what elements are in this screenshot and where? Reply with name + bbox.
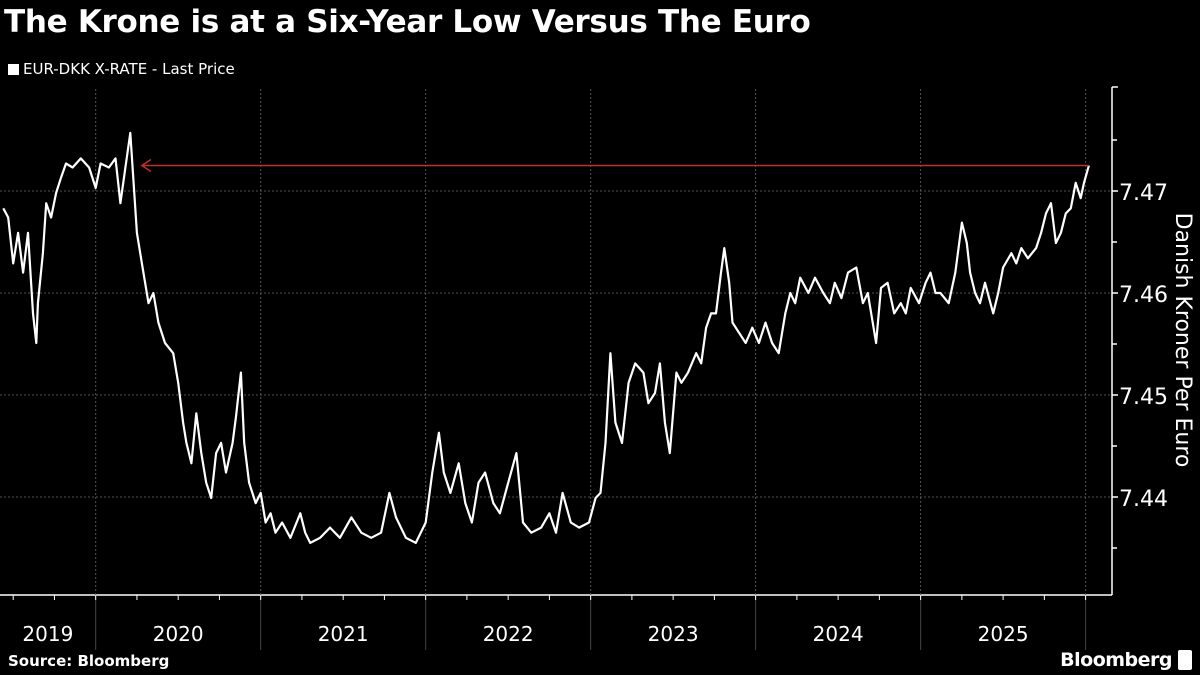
x-tick-label: 2020 — [153, 622, 204, 646]
y-axis-label: Danish Kroner Per Euro — [1170, 213, 1195, 468]
chart-title: The Krone is at a Six-Year Low Versus Th… — [4, 4, 811, 40]
source-note: Source: Bloomberg — [8, 652, 170, 670]
y-tick-label: 7.45 — [1119, 385, 1168, 410]
x-tick-label: 2021 — [318, 622, 369, 646]
legend-swatch — [8, 63, 19, 75]
legend-label: EUR-DKK X-RATE - Last Price — [23, 60, 235, 78]
y-tick-label: 7.47 — [1119, 181, 1168, 206]
bloomberg-logo: Bloomberg — [1060, 649, 1192, 671]
x-tick-label: 2024 — [813, 622, 864, 646]
y-tick-label: 7.44 — [1119, 487, 1168, 512]
y-tick-label: 7.46 — [1119, 283, 1168, 308]
bloomberg-chart-icon — [1178, 650, 1192, 670]
brand-name: Bloomberg — [1060, 649, 1172, 671]
x-tick-label: 2025 — [978, 622, 1029, 646]
annotation-arrowhead — [140, 158, 152, 173]
x-tick-label: 2023 — [648, 622, 699, 646]
x-tick-label: 2022 — [483, 622, 534, 646]
x-tick-label: 2019 — [22, 622, 73, 646]
legend: EUR-DKK X-RATE - Last Price — [8, 60, 235, 78]
price-line — [2, 131, 1090, 545]
